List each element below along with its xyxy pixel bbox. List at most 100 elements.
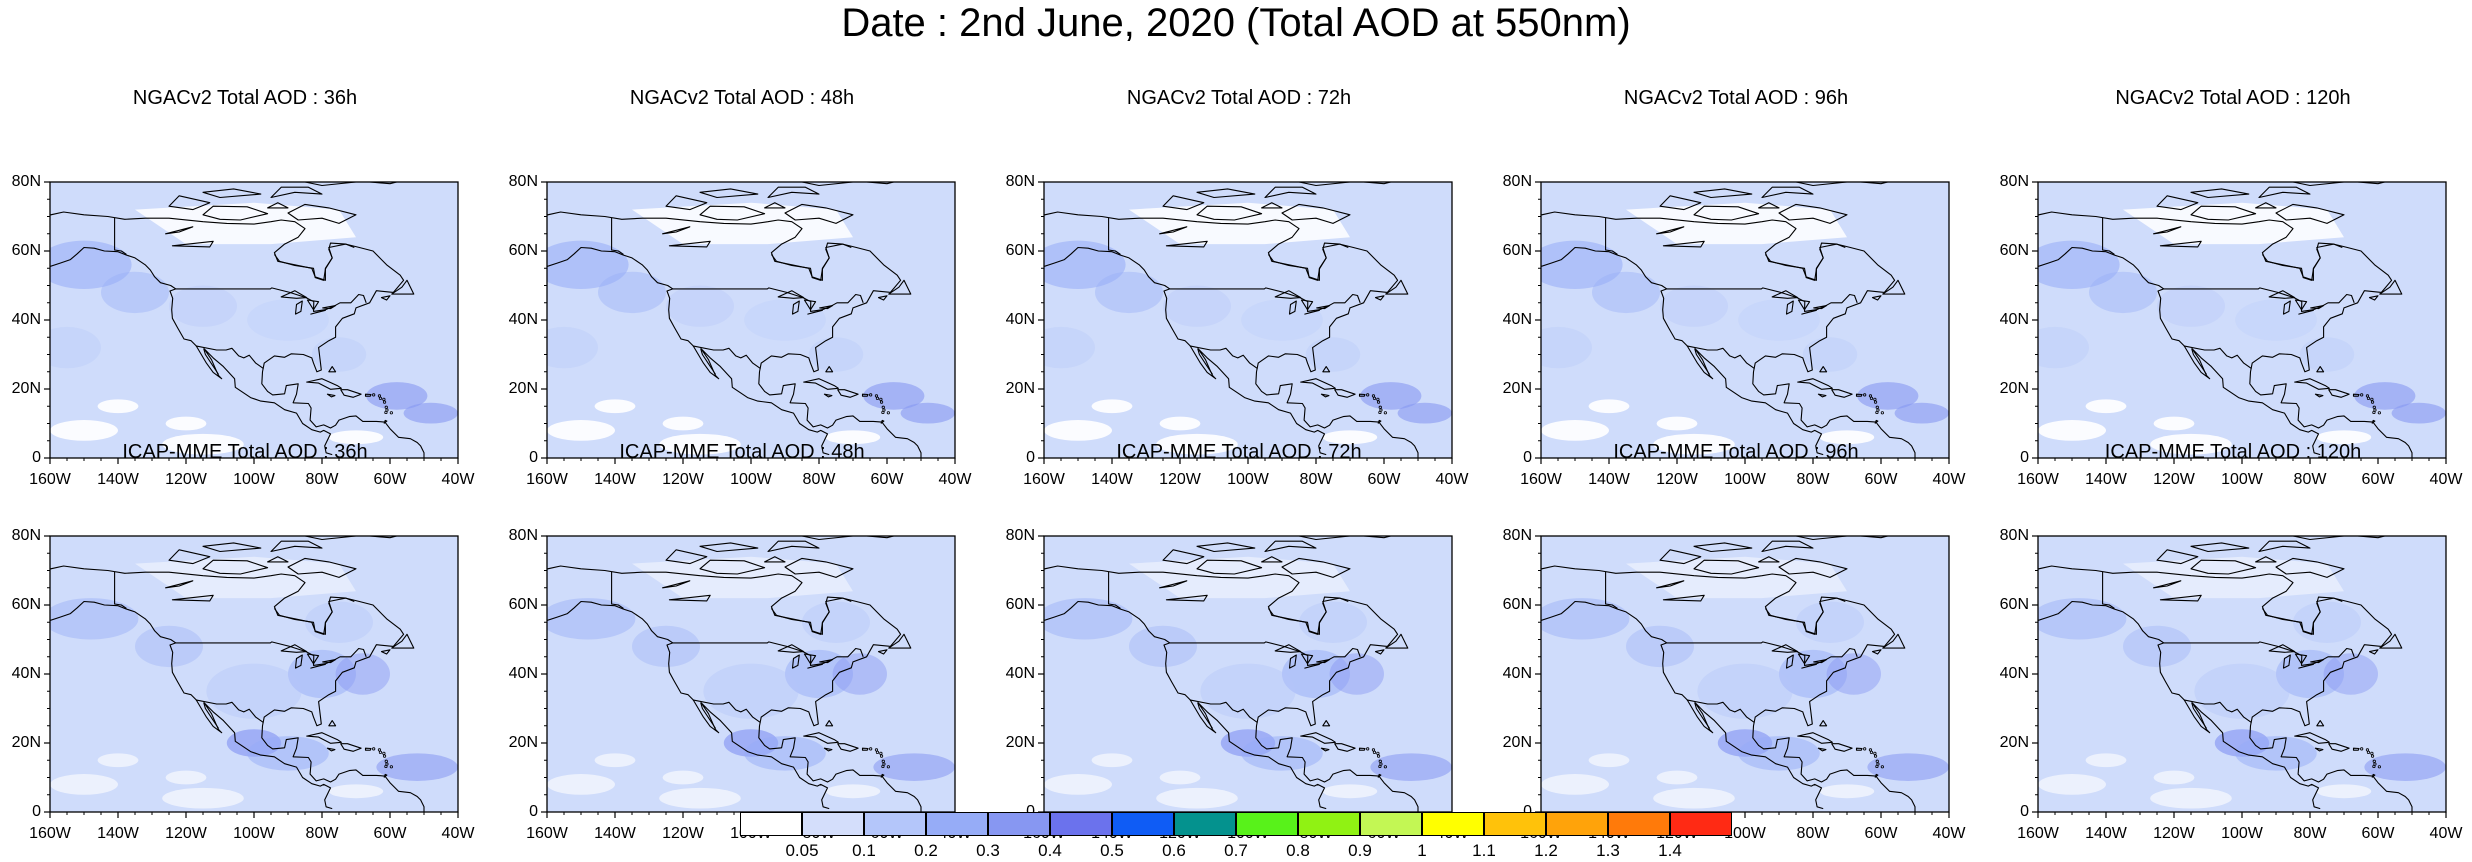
- low-aod-patch: [328, 430, 384, 445]
- island-dot: [874, 394, 879, 398]
- lake-outline: [1304, 663, 1320, 669]
- island-outline: [767, 540, 820, 553]
- lon-tick-label: 120W: [165, 471, 208, 488]
- island-dot: [879, 400, 884, 404]
- lat-tick-label: 60N: [1006, 242, 1035, 259]
- coastline-atlantic: [547, 565, 922, 812]
- low-aod-patch: [50, 774, 118, 795]
- lat-tick-label: 80N: [2000, 527, 2029, 544]
- island-outline: [2371, 773, 2376, 778]
- coastline-atlantic: [1541, 211, 1916, 458]
- low-aod-patch: [165, 770, 207, 785]
- low-aod-patch: [1156, 433, 1238, 455]
- island-outline: [1196, 188, 1256, 199]
- coastline-baja: [1197, 348, 1214, 375]
- lat-tick-label: 20N: [2000, 734, 2029, 751]
- aod-plume: [1095, 271, 1163, 314]
- aod-plume: [632, 625, 700, 668]
- lat-tick-label: 60N: [2000, 242, 2029, 259]
- lat-tick-label: 40N: [2000, 665, 2029, 682]
- island-outline: [340, 389, 362, 398]
- lon-tick-label: 100W: [233, 471, 276, 488]
- island-outline: [1298, 536, 1351, 541]
- aod-plume: [206, 663, 302, 719]
- island-outline: [1264, 540, 1317, 553]
- aod-plume: [1894, 402, 1949, 424]
- island-outline: [823, 393, 833, 398]
- map-panel: ICAP-MME Total AOD : 96h 80N 60N 40N 20N 0 160…: [1491, 440, 1991, 842]
- island-outline: [825, 720, 834, 727]
- island-dot: [372, 393, 376, 397]
- island-dot: [1868, 394, 1873, 398]
- colorbar-swatch: [1608, 812, 1670, 836]
- map-field: [2038, 182, 2446, 458]
- border-us-canada: [1666, 287, 1858, 312]
- lon-tick-label: 80W: [1300, 471, 1334, 488]
- island-outline: [1819, 720, 1828, 727]
- island-outline: [1778, 557, 1848, 578]
- island-outline: [306, 378, 342, 390]
- lon-tick-label: 80W: [2294, 471, 2328, 488]
- lon-tick-label: 60W: [1865, 471, 1899, 488]
- colorbar-swatch: [740, 812, 802, 836]
- colorbar-label: 1.2: [1534, 841, 1558, 860]
- low-aod-patch: [1322, 784, 1378, 799]
- island-dot: [1383, 765, 1387, 769]
- map-field: [1541, 536, 1949, 812]
- coastline-baja: [700, 348, 717, 375]
- lake-outline: [1165, 594, 1208, 602]
- border-alaska: [2102, 217, 2115, 255]
- island-outline: [1758, 556, 1780, 563]
- island-outline: [1871, 295, 1882, 301]
- lat-tick-label: 20N: [1006, 380, 1035, 397]
- island-dot: [382, 754, 387, 758]
- border-us-canada: [1169, 641, 1361, 666]
- map-panel: NGACv2 Total AOD : 72h 80N 60N 40N 20N 0 160W 1…: [994, 86, 1494, 488]
- map-panel: NGACv2 Total AOD : 48h 80N 60N 40N 20N 0 160W 1…: [497, 86, 997, 488]
- lat-tick-label: 60N: [12, 242, 41, 259]
- aod-plume: [1857, 382, 1919, 410]
- colorbar-label: 1.4: [1658, 841, 1682, 860]
- aod-plume: [1129, 625, 1197, 668]
- lat-tick-label: 80N: [2000, 173, 2029, 190]
- panel-title: ICAP-MME Total AOD : 120h: [2104, 441, 2362, 463]
- island-outline: [267, 202, 289, 209]
- coastline-hudson-bay: [2261, 242, 2343, 281]
- island-outline: [837, 389, 859, 398]
- low-aod-patch: [825, 784, 881, 799]
- lon-tick-label: 60W: [2362, 471, 2396, 488]
- island-outline: [880, 773, 885, 778]
- coastline-pacific: [1044, 600, 1327, 810]
- island-outline: [1281, 557, 1351, 578]
- island-outline: [304, 536, 357, 541]
- island-outline: [1298, 182, 1351, 187]
- island-dot: [2377, 765, 2381, 769]
- island-dot: [1868, 748, 1873, 752]
- aod-plume: [366, 382, 428, 410]
- island-outline: [1831, 389, 1853, 398]
- island-outline: [2316, 720, 2325, 727]
- aod-plume: [1779, 649, 1847, 699]
- island-outline: [2371, 419, 2376, 424]
- lat-tick-label: 80N: [1006, 527, 1035, 544]
- aod-plume: [1241, 299, 1323, 341]
- lat-tick-label: 80N: [12, 527, 41, 544]
- aod-plume: [2038, 598, 2127, 640]
- border-us-mexico: [2183, 345, 2252, 370]
- map-field: [547, 182, 955, 458]
- lon-tick-label: 40W: [1933, 471, 1967, 488]
- low-aod-patch: [1588, 399, 1630, 414]
- border-alaska: [114, 217, 127, 255]
- aod-plume: [2299, 337, 2355, 372]
- lat-tick-label: 0: [1523, 803, 1532, 820]
- border-alaska: [611, 571, 624, 609]
- lake-outline: [2282, 654, 2291, 669]
- lon-tick-label: 100W: [233, 825, 276, 842]
- island-outline: [2156, 549, 2199, 565]
- island-outline: [1377, 773, 1382, 778]
- lake-outline: [819, 304, 834, 310]
- lake-outline: [668, 594, 711, 602]
- lat-tick-label: 60N: [509, 596, 538, 613]
- low-aod-patch: [659, 787, 741, 809]
- low-aod-patch: [2316, 784, 2372, 799]
